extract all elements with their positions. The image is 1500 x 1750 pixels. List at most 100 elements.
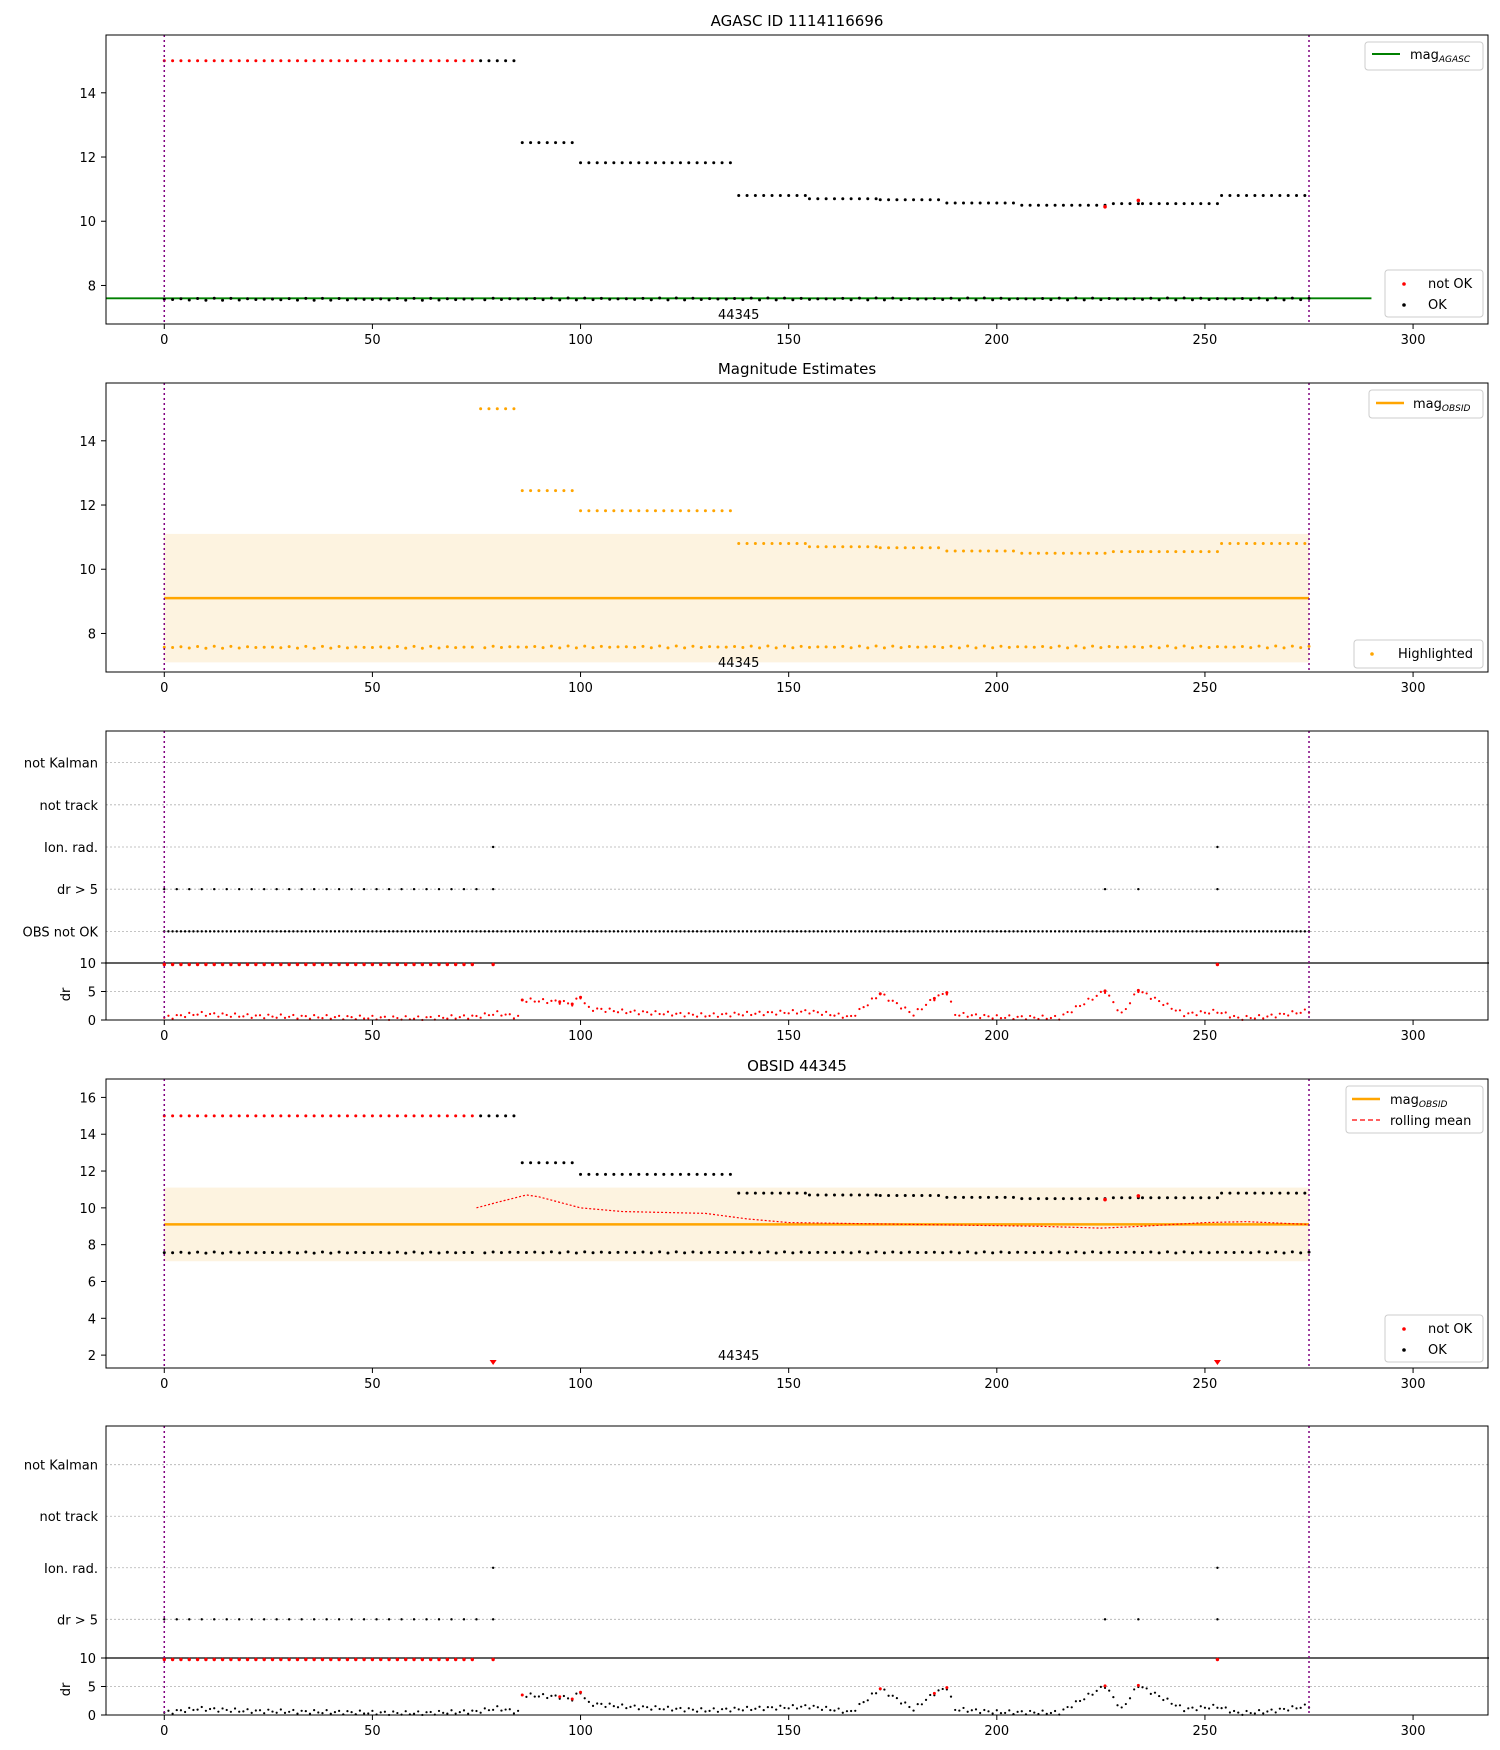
data-point <box>957 646 961 650</box>
flag-label: not Kalman <box>24 757 98 772</box>
flag-point <box>1078 930 1082 933</box>
y-tick-label: 6 <box>88 1275 96 1290</box>
data-point <box>1157 646 1161 650</box>
data-point <box>1128 550 1132 554</box>
data-point <box>508 645 512 649</box>
flag-point <box>375 1618 378 1621</box>
data-point <box>866 1193 870 1197</box>
data-point <box>866 646 870 650</box>
flag-point <box>741 930 745 933</box>
data-point <box>212 644 216 648</box>
flag-point <box>949 930 953 933</box>
data-point <box>1299 646 1303 650</box>
flag-point <box>342 930 345 933</box>
flag-point <box>196 930 199 933</box>
flag-point <box>262 887 266 891</box>
data-point <box>662 161 666 165</box>
data-point <box>312 1251 316 1255</box>
dr-point <box>825 1010 828 1013</box>
dr-point <box>1016 1015 1019 1018</box>
dr-point <box>891 1694 894 1697</box>
data-point <box>728 1172 732 1176</box>
data-point <box>720 161 724 165</box>
data-point <box>591 646 595 650</box>
data-point <box>1157 550 1161 554</box>
data-point <box>1149 296 1153 300</box>
dr-point <box>979 1711 982 1715</box>
data-point <box>395 1250 399 1254</box>
dr-point <box>1083 1003 1086 1006</box>
dr-clipped-point <box>187 1657 191 1662</box>
data-point <box>770 1191 774 1195</box>
flag-point <box>229 930 233 933</box>
flag-point <box>433 930 437 933</box>
dr-point <box>1170 1702 1173 1705</box>
dr-clipped-point <box>270 1657 275 1662</box>
dr-point <box>671 1709 674 1712</box>
flag-point <box>637 930 641 933</box>
dr-point <box>1162 1698 1165 1702</box>
flag-point <box>654 930 657 933</box>
data-point <box>708 645 712 649</box>
data-point <box>562 1161 566 1165</box>
y-tick-label: 10 <box>79 563 96 578</box>
dr-point <box>708 1014 711 1017</box>
dr-point <box>1095 1689 1098 1692</box>
y-tick-label: 12 <box>79 1165 96 1180</box>
dr-point <box>775 1708 778 1711</box>
data-point <box>379 1250 383 1254</box>
flag-point <box>300 887 303 891</box>
dr-point <box>233 1707 237 1710</box>
data-point <box>1240 297 1244 301</box>
dr-point <box>483 1707 486 1710</box>
clipped-marker <box>1213 1360 1221 1365</box>
dr-clipped-point <box>204 1657 208 1662</box>
data-point <box>445 297 449 301</box>
data-point <box>737 194 741 198</box>
data-point <box>204 1114 208 1118</box>
dr-point-high <box>945 1686 949 1690</box>
dr-point <box>587 1005 590 1009</box>
data-point <box>649 1251 653 1255</box>
dr-point <box>371 1709 374 1712</box>
flag-point <box>670 930 674 933</box>
flag-point <box>608 930 611 933</box>
data-point <box>824 645 828 649</box>
data-point <box>420 1251 424 1255</box>
flag-point <box>250 887 253 891</box>
data-point <box>1157 1196 1161 1200</box>
flag-point <box>1033 930 1036 933</box>
flag-point <box>217 930 220 933</box>
data-point <box>212 59 216 63</box>
dr-point <box>1266 1710 1269 1713</box>
data-point <box>857 644 861 648</box>
dr-point <box>1183 1710 1186 1713</box>
flag-point <box>745 930 749 933</box>
data-point <box>641 644 645 648</box>
data-point <box>1003 549 1007 553</box>
data-point <box>587 161 591 165</box>
dr-point <box>487 1709 491 1712</box>
data-point <box>470 1114 474 1118</box>
data-point <box>429 1114 433 1118</box>
data-point <box>1245 1191 1249 1195</box>
data-point <box>1061 1197 1065 1201</box>
dr-point <box>1074 1700 1077 1703</box>
flag-point <box>462 1618 466 1621</box>
data-point <box>887 198 891 202</box>
data-point <box>529 489 533 493</box>
data-point <box>616 645 620 649</box>
flag-point <box>292 930 295 933</box>
data-point <box>1136 1194 1141 1198</box>
data-point <box>1190 202 1194 206</box>
flag-point <box>920 930 924 933</box>
data-point <box>412 1114 416 1118</box>
flag-point <box>1107 930 1111 933</box>
data-point <box>370 297 374 301</box>
data-point <box>412 1250 416 1254</box>
data-point <box>179 1250 183 1254</box>
flag-point <box>1128 930 1132 933</box>
dr-clipped-point <box>362 962 366 967</box>
dr-point <box>562 999 565 1003</box>
data-point <box>1132 645 1136 649</box>
